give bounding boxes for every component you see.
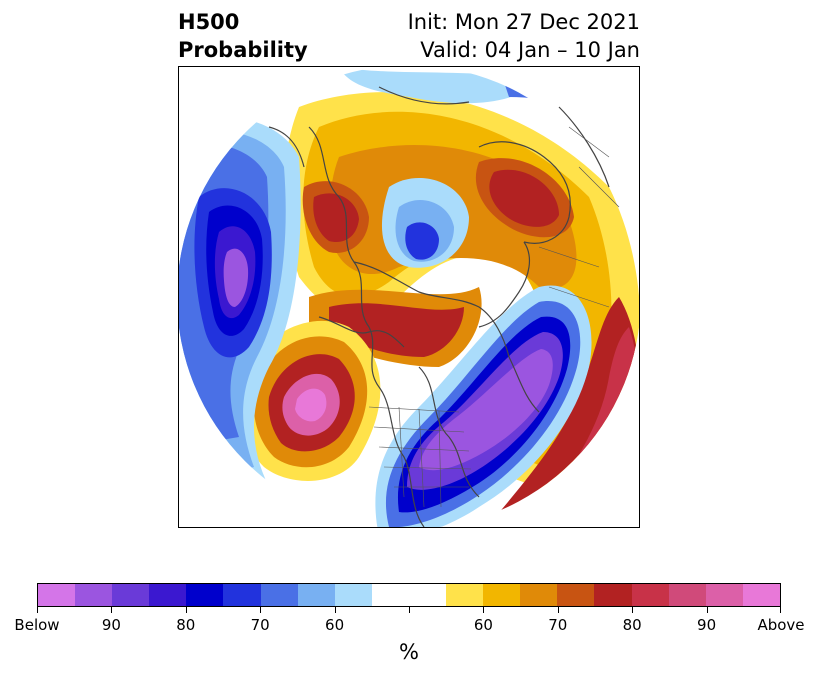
colorbar (37, 583, 781, 607)
title-right: Init: Mon 27 Dec 2021 Valid: 04 Jan – 10… (408, 8, 640, 64)
colorbar-tick-label: Above (757, 616, 805, 634)
title-left: H500 Probability (178, 8, 308, 64)
colorbar-segment (371, 584, 409, 606)
colorbar-unit: % (399, 640, 419, 664)
probability-field (179, 67, 639, 527)
colorbar-tick-label: Below (14, 616, 60, 634)
colorbar-tick-label: 80 (622, 616, 642, 634)
probability-map (178, 66, 640, 528)
colorbar-tick-label: 70 (250, 616, 270, 634)
colorbar-tick-label: 60 (325, 616, 345, 634)
colorbar-segment (223, 584, 261, 606)
colorbar-segment (408, 584, 447, 606)
colorbar-segment (742, 584, 780, 606)
colorbar-segment (483, 584, 521, 606)
colorbar-segment (446, 584, 484, 606)
colorbar-tick-label: 60 (473, 616, 493, 634)
colorbar-tick (334, 607, 336, 613)
colorbar-segment (112, 584, 150, 606)
colorbar-segment (594, 584, 632, 606)
colorbar-tick (780, 607, 781, 613)
colorbar-segment (149, 584, 187, 606)
colorbar-segment (38, 584, 76, 606)
colorbar-segment (668, 584, 706, 606)
colorbar-tick (409, 607, 410, 613)
colorbar-tick (557, 607, 559, 613)
colorbar-segment (557, 584, 595, 606)
colorbar-tick-label: 80 (176, 616, 196, 634)
colorbar-segment (631, 584, 669, 606)
colorbar-tick (260, 607, 262, 613)
colorbar-segment (260, 584, 298, 606)
colorbar-segment (520, 584, 558, 606)
colorbar-tick (632, 607, 634, 613)
colorbar-segment (297, 584, 335, 606)
variable-title: H500 (178, 10, 240, 34)
colorbar-tick (111, 607, 113, 613)
borders (368, 126, 620, 508)
colorbar-segment (75, 584, 113, 606)
colorbar-tick-label: 90 (697, 616, 717, 634)
colorbar-tick-label: 70 (548, 616, 568, 634)
colorbar-segment (705, 584, 743, 606)
map-canvas (179, 67, 639, 527)
colorbar-segment (334, 584, 372, 606)
product-title: Probability (178, 38, 308, 62)
colorbar-segment (186, 584, 224, 606)
colorbar-tick (706, 607, 708, 613)
init-time: Init: Mon 27 Dec 2021 (407, 10, 640, 34)
coastlines (268, 86, 610, 527)
colorbar-tick (185, 607, 187, 613)
colorbar-tick-label: 90 (101, 616, 121, 634)
colorbar-tick (37, 607, 38, 613)
colorbar-tick (483, 607, 485, 613)
valid-period: Valid: 04 Jan – 10 Jan (420, 38, 640, 62)
